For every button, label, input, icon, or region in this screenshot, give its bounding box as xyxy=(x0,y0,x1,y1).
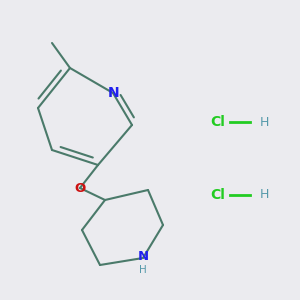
Text: Cl: Cl xyxy=(210,115,225,129)
Text: Cl: Cl xyxy=(210,188,225,202)
Text: N: N xyxy=(108,86,120,100)
Text: O: O xyxy=(74,182,86,194)
Text: H: H xyxy=(260,116,269,128)
Text: H: H xyxy=(139,265,147,275)
Text: H: H xyxy=(260,188,269,202)
Text: N: N xyxy=(137,250,148,262)
